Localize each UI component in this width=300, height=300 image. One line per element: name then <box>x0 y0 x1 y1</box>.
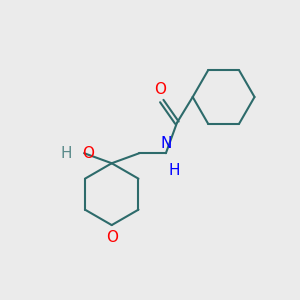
Text: H: H <box>60 146 72 161</box>
Text: N: N <box>160 136 172 151</box>
Text: H: H <box>169 164 180 178</box>
Text: O: O <box>82 146 94 161</box>
Text: O: O <box>154 82 166 97</box>
Text: O: O <box>106 230 118 245</box>
